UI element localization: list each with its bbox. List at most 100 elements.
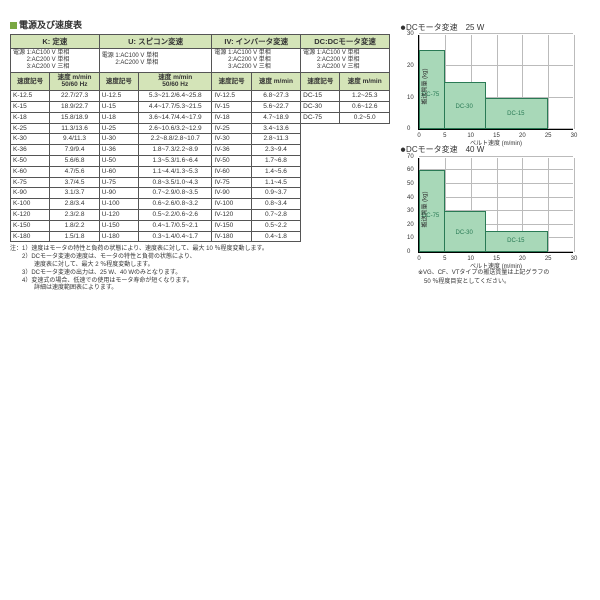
cell: 15.8/18.9 <box>50 112 99 123</box>
table-row: K-1815.8/18.9U-183.6~14.7/4.4~17.9IV-184… <box>11 112 390 123</box>
cell: U-36 <box>99 145 138 156</box>
cell: IV-60 <box>212 166 251 177</box>
power-cell: 電源 1:AC100 V 単相 2:AC200 V 単相 <box>99 49 212 73</box>
col-header: 速度 m/min 50/60 Hz <box>50 72 99 91</box>
cell: K-60 <box>11 166 50 177</box>
cell: U-50 <box>99 156 138 167</box>
cell: 1.2~25.3 <box>340 91 390 102</box>
cell: IV-30 <box>212 134 251 145</box>
table-row: K-1002.8/3.4U-1000.6~2.6/0.8~3.2IV-1000.… <box>11 199 390 210</box>
table-row: K-1801.5/1.8U-1800.3~1.4/0.4~1.7IV-1800.… <box>11 231 390 242</box>
cell: K-90 <box>11 188 50 199</box>
cell: K-15 <box>11 102 50 113</box>
cell: U-12.5 <box>99 91 138 102</box>
cell: 4.7~18.9 <box>251 112 300 123</box>
cell: 0.4~1.7/0.5~2.1 <box>139 220 212 231</box>
step-label: DC-15 <box>507 111 524 117</box>
cell: 5.6/6.8 <box>50 156 99 167</box>
cell: K-12.5 <box>11 91 50 102</box>
cell: U-90 <box>99 188 138 199</box>
cell: DC-75 <box>301 112 340 123</box>
cell: 0.8~3.4 <box>251 199 300 210</box>
notes: 注：1）速度はモータの特性と負荷の状態により、速度表に対して、最大 10 ％程度… <box>10 246 390 293</box>
cell: 2.3~9.4 <box>251 145 300 156</box>
cell: 0.7~2.9/0.8~3.5 <box>139 188 212 199</box>
table-row: K-309.4/11.3U-302.2~8.8/2.8~10.7IV-302.8… <box>11 134 390 145</box>
col-header: 速度記号 <box>301 72 340 91</box>
cell: 1.5/1.8 <box>50 231 99 242</box>
cell: K-120 <box>11 210 50 221</box>
group-header: DC:DCモータ変速 <box>301 35 390 49</box>
cell: 4.7/5.6 <box>50 166 99 177</box>
cell: 3.7/4.5 <box>50 177 99 188</box>
chart: 0510152025300102030DC-75DC-30DC-15搬送質量 (… <box>418 35 573 130</box>
cell: 0.4~1.8 <box>251 231 300 242</box>
cell: IV-180 <box>212 231 251 242</box>
cell: 1.8~7.3/2.2~8.9 <box>139 145 212 156</box>
cell: U-150 <box>99 220 138 231</box>
col-header: 速度記号 <box>212 72 251 91</box>
chart: 051015202530010203040506070DC-75DC-30DC-… <box>418 158 573 253</box>
cell: 4.4~17.7/5.3~21.5 <box>139 102 212 113</box>
cell: 1.3~5.3/1.6~6.4 <box>139 156 212 167</box>
cell: 0.6~12.6 <box>340 102 390 113</box>
cell: U-75 <box>99 177 138 188</box>
cell: 1.1~4.5 <box>251 177 300 188</box>
cell: U-15 <box>99 102 138 113</box>
cell: K-18 <box>11 112 50 123</box>
table-row: K-12.522.7/27.3U-12.55.3~21.2/6.4~25.8IV… <box>11 91 390 102</box>
chart-title: ●DCモータ変速 25 W <box>400 22 590 33</box>
cell: IV-90 <box>212 188 251 199</box>
cell: 22.7/27.3 <box>50 91 99 102</box>
cell: K-25 <box>11 123 50 134</box>
cell: K-150 <box>11 220 50 231</box>
cell: IV-12.5 <box>212 91 251 102</box>
cell: 7.9/9.4 <box>50 145 99 156</box>
cell: K-30 <box>11 134 50 145</box>
cell: U-120 <box>99 210 138 221</box>
cell: 0.6~2.6/0.8~3.2 <box>139 199 212 210</box>
step-label: DC-15 <box>507 238 524 244</box>
cell: IV-120 <box>212 210 251 221</box>
cell: 3.6~14.7/4.4~17.9 <box>139 112 212 123</box>
col-header: 速度記号 <box>99 72 138 91</box>
cell: 0.2~5.0 <box>340 112 390 123</box>
cell: K-36 <box>11 145 50 156</box>
cell: 0.5~2.2 <box>251 220 300 231</box>
power-cell: 電源 1:AC100 V 単相 2:AC200 V 単相 3:AC200 V 三… <box>11 49 100 73</box>
cell: DC-15 <box>301 91 340 102</box>
cell: 1.1~4.4/1.3~5.3 <box>139 166 212 177</box>
table-row: K-1518.9/22.7U-154.4~17.7/5.3~21.5IV-155… <box>11 102 390 113</box>
cell: DC-30 <box>301 102 340 113</box>
col-header: 速度 m/min <box>251 72 300 91</box>
power-cell: 電源 1:AC100 V 単相 2:AC200 V 単相 3:AC200 V 三… <box>212 49 301 73</box>
cell: 2.3/2.8 <box>50 210 99 221</box>
table-row: K-505.6/6.8U-501.3~5.3/1.6~6.4IV-501.7~6… <box>11 156 390 167</box>
cell: 0.8~3.5/1.0~4.3 <box>139 177 212 188</box>
step-label: DC-30 <box>456 230 473 236</box>
cell: IV-36 <box>212 145 251 156</box>
table-row: K-753.7/4.5U-750.8~3.5/1.0~4.3IV-751.1~4… <box>11 177 390 188</box>
cell: 5.6~22.7 <box>251 102 300 113</box>
cell: 3.4~13.6 <box>251 123 300 134</box>
col-header: 速度 m/min 50/60 Hz <box>139 72 212 91</box>
table-row: K-1501.8/2.2U-1500.4~1.7/0.5~2.1IV-1500.… <box>11 220 390 231</box>
cell: 0.3~1.4/0.4~1.7 <box>139 231 212 242</box>
cell: 2.8/3.4 <box>50 199 99 210</box>
col-header: 速度記号 <box>11 72 50 91</box>
step-label: DC-30 <box>456 104 473 110</box>
cell: 0.5~2.2/0.6~2.6 <box>139 210 212 221</box>
cell: IV-15 <box>212 102 251 113</box>
cell: 6.8~27.3 <box>251 91 300 102</box>
cell: U-18 <box>99 112 138 123</box>
table-row: K-903.1/3.7U-900.7~2.9/0.8~3.5IV-900.9~3… <box>11 188 390 199</box>
table-row: K-2511.3/13.6U-252.6~10.6/3.2~12.9IV-253… <box>11 123 390 134</box>
table-row: K-604.7/5.6U-601.1~4.4/1.3~5.3IV-601.4~5… <box>11 166 390 177</box>
cell: 1.8/2.2 <box>50 220 99 231</box>
table-row: K-1202.3/2.8U-1200.5~2.2/0.6~2.6IV-1200.… <box>11 210 390 221</box>
cell: 1.4~5.6 <box>251 166 300 177</box>
cell: IV-100 <box>212 199 251 210</box>
cell: U-180 <box>99 231 138 242</box>
col-header: 速度 m/min <box>340 72 390 91</box>
cell: IV-25 <box>212 123 251 134</box>
